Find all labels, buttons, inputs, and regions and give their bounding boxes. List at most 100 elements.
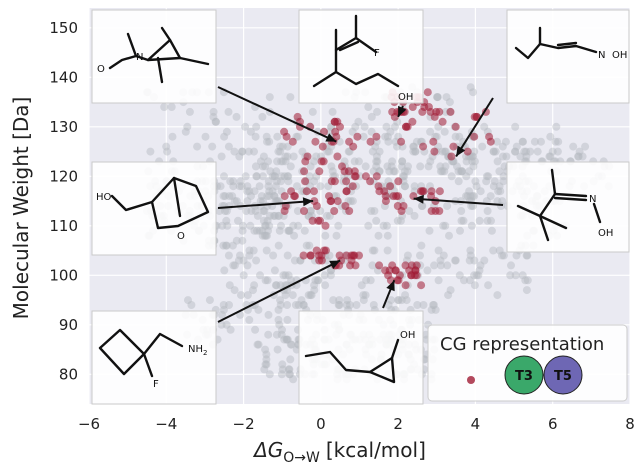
grey-point [243, 187, 252, 196]
red-point [321, 221, 330, 230]
grey-point [483, 207, 492, 215]
grey-point [351, 122, 360, 131]
grey-point [311, 276, 320, 285]
grey-point [482, 177, 491, 186]
grey-point [265, 137, 274, 146]
grey-point [245, 315, 254, 324]
red-point [423, 88, 432, 97]
mol-label-n3: N [589, 194, 596, 205]
mol-label-o2: O [177, 231, 185, 242]
grey-point [270, 192, 279, 201]
grey-point [382, 122, 391, 131]
grey-point [201, 132, 210, 141]
grey-point [431, 305, 440, 314]
grey-point [419, 301, 428, 309]
red-point [331, 127, 340, 136]
grey-point [269, 211, 278, 220]
grey-point [287, 340, 296, 349]
grey-point [313, 276, 322, 285]
grey-point [335, 296, 344, 305]
grey-point [321, 231, 330, 240]
grey-point [286, 93, 295, 102]
grey-point [306, 207, 315, 215]
grey-point [489, 246, 498, 255]
grey-point [321, 281, 330, 290]
grey-point [293, 182, 301, 191]
grey-point [368, 147, 377, 156]
arrow-mid-left [217, 200, 314, 209]
grey-point [236, 251, 244, 260]
grey-point [263, 216, 272, 225]
grey-point [259, 152, 268, 161]
grey-point [265, 187, 274, 196]
grey-point [489, 147, 498, 156]
grey-point [475, 216, 484, 225]
grey-point [520, 147, 529, 156]
red-point [408, 117, 417, 126]
grey-point [185, 107, 194, 116]
grey-point [359, 296, 368, 305]
grey-point [228, 192, 237, 201]
grey-point [454, 177, 463, 186]
grey-point [367, 112, 376, 121]
grey-point [460, 276, 468, 285]
grey-point [265, 93, 274, 102]
grey-point [440, 127, 449, 136]
legend-marker [467, 376, 475, 384]
grey-point [325, 127, 334, 136]
grey-point [285, 370, 294, 379]
grey-point [249, 286, 257, 295]
red-point [280, 192, 289, 201]
grey-point [224, 142, 233, 151]
red-point [315, 256, 324, 265]
grey-point [545, 152, 554, 161]
grey-point [480, 256, 489, 265]
grey-point [284, 177, 293, 186]
grey-point [383, 246, 392, 255]
grey-point [279, 271, 288, 280]
molecule-top-right: N OH [506, 9, 630, 104]
grey-point [548, 147, 557, 156]
grey-point [409, 147, 418, 156]
grey-point [316, 182, 325, 191]
grey-point [493, 137, 501, 146]
grey-point [499, 177, 508, 186]
grey-point [526, 147, 535, 156]
grey-point [439, 251, 448, 260]
grey-point [299, 301, 308, 309]
grey-point [252, 256, 261, 265]
grey-point [274, 211, 283, 220]
legend-t5-bead [543, 355, 583, 395]
grey-point [289, 375, 298, 384]
grey-point [470, 271, 479, 280]
grey-point [493, 157, 502, 166]
grey-point [280, 335, 289, 344]
grey-point [258, 172, 267, 181]
grey-point [429, 301, 438, 309]
grey-point [260, 365, 269, 374]
grey-point [523, 251, 532, 260]
red-point [420, 103, 429, 111]
grey-point [360, 122, 369, 131]
grey-point [507, 261, 515, 270]
grey-point [205, 296, 214, 305]
grey-point [443, 202, 452, 210]
grey-point [218, 310, 226, 319]
red-point [344, 167, 353, 176]
grey-point [286, 162, 295, 171]
red-point [300, 207, 308, 215]
grey-point [209, 112, 218, 121]
grey-point [265, 221, 274, 230]
grey-point [224, 251, 233, 260]
annotation-arrows [217, 86, 504, 323]
grey-point [212, 117, 220, 126]
grey-point [370, 246, 379, 255]
grey-point [230, 197, 239, 206]
grey-point [306, 207, 315, 215]
grey-point [393, 216, 402, 225]
red-point [335, 251, 344, 260]
red-point [381, 197, 390, 206]
grey-point [372, 162, 381, 171]
grey-point [445, 98, 454, 107]
grey-point [261, 162, 270, 171]
